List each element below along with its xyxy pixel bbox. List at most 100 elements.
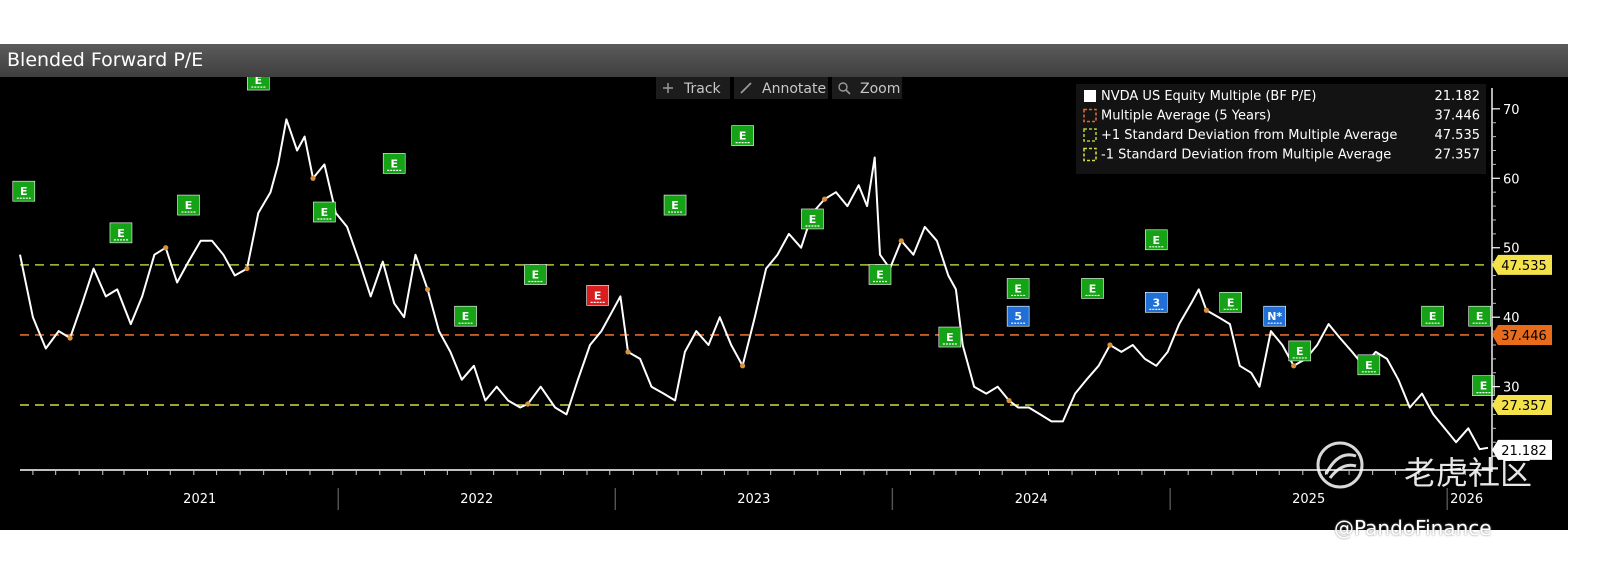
event-marker-box bbox=[1263, 305, 1287, 327]
legend-value: 27.357 bbox=[1435, 148, 1481, 163]
x-year-label: 2026 bbox=[1450, 492, 1483, 507]
x-year-label: 2021 bbox=[183, 492, 216, 507]
event-marker-letter: N* bbox=[1267, 310, 1282, 323]
event-marker-1[interactable]: E bbox=[12, 180, 36, 202]
annotate-button[interactable]: Annotate bbox=[734, 77, 828, 99]
event-marker-25[interactable]: E bbox=[1468, 305, 1491, 327]
event-marker-box bbox=[1357, 354, 1381, 376]
y-tick-label: 40 bbox=[1503, 311, 1520, 326]
event-marker-box bbox=[868, 264, 892, 285]
legend-label: NVDA US Equity Multiple (BF P/E) bbox=[1101, 89, 1316, 104]
legend-label: +1 Standard Deviation from Multiple Aver… bbox=[1101, 128, 1397, 143]
event-marker-26[interactable]: E bbox=[1472, 375, 1495, 396]
legend-label: Multiple Average (5 Years) bbox=[1101, 109, 1271, 124]
event-marker-box bbox=[731, 125, 754, 146]
y-tick-label: 30 bbox=[1503, 381, 1520, 396]
tag-minus-sd-bg bbox=[1492, 395, 1552, 416]
event-marker-box bbox=[801, 208, 824, 230]
tag-minus-sd: 27.357 bbox=[1492, 395, 1552, 416]
legend-swatch bbox=[1083, 108, 1097, 123]
event-marker-17[interactable]: E bbox=[1081, 278, 1104, 299]
magnifier-lens bbox=[838, 82, 848, 92]
event-marker-23[interactable]: E bbox=[1357, 354, 1381, 376]
magnifier-icon bbox=[838, 82, 851, 95]
series-point-7 bbox=[625, 349, 631, 355]
event-marker-8[interactable]: E bbox=[524, 264, 547, 285]
event-marker-16[interactable]: 5 bbox=[1006, 305, 1030, 327]
pencil-icon bbox=[740, 82, 752, 94]
event-marker-5[interactable]: E bbox=[313, 201, 336, 223]
event-marker-22[interactable]: E bbox=[1288, 340, 1312, 362]
event-marker-box bbox=[1144, 229, 1168, 251]
event-marker-letter: E bbox=[671, 199, 679, 212]
tag-plus-sd: 47.535 bbox=[1492, 254, 1552, 275]
event-marker-letter: 5 bbox=[1014, 310, 1022, 323]
event-marker-letter: E bbox=[390, 157, 398, 170]
event-marker-24[interactable]: E bbox=[1421, 305, 1444, 327]
event-marker-13[interactable]: E bbox=[868, 264, 892, 285]
watermark-credit: @PandoFinance bbox=[1334, 516, 1492, 540]
event-marker-letter: E bbox=[876, 269, 884, 282]
pencil-stroke bbox=[740, 82, 752, 94]
event-marker-19[interactable]: 3 bbox=[1144, 292, 1168, 313]
tag-last-value: 21.182 bbox=[1492, 439, 1552, 460]
event-marker-box bbox=[1472, 375, 1495, 396]
event-marker-letter: E bbox=[1429, 310, 1437, 323]
event-marker-box bbox=[1288, 340, 1312, 362]
event-marker-box bbox=[524, 264, 547, 285]
event-marker-2[interactable]: E bbox=[109, 222, 133, 244]
event-marker-box bbox=[1144, 292, 1168, 313]
event-marker-letter: E bbox=[1296, 345, 1304, 358]
event-marker-letter: E bbox=[1227, 296, 1235, 309]
event-marker-box bbox=[177, 194, 200, 216]
event-marker-box bbox=[663, 194, 687, 216]
event-marker-18[interactable]: E bbox=[1144, 229, 1168, 251]
x-year-label: 2025 bbox=[1292, 492, 1325, 507]
event-marker-3[interactable]: E bbox=[177, 194, 200, 216]
y-tick-label: 60 bbox=[1503, 172, 1520, 187]
event-marker-letter: E bbox=[20, 185, 28, 198]
event-marker-12[interactable]: E bbox=[801, 208, 824, 230]
event-marker-15[interactable]: E bbox=[1006, 278, 1030, 299]
event-marker-6[interactable]: E bbox=[382, 153, 406, 174]
event-marker-9[interactable]: E bbox=[586, 285, 609, 306]
annotate-button-label: Annotate bbox=[762, 81, 826, 97]
event-marker-21[interactable]: N* bbox=[1263, 305, 1287, 327]
legend-value: 21.182 bbox=[1435, 89, 1481, 104]
event-marker-box bbox=[1006, 278, 1030, 299]
chart-toolbar: Track Annotate Zoom bbox=[656, 77, 902, 99]
event-marker-box bbox=[12, 180, 36, 202]
legend-item-2: Multiple Average (5 Years) 37.446 bbox=[1083, 108, 1481, 124]
event-marker-letter: E bbox=[594, 289, 602, 302]
zoom-button[interactable]: Zoom bbox=[832, 77, 902, 99]
x-year-label: 2022 bbox=[460, 492, 493, 507]
event-marker-letter: E bbox=[1480, 380, 1488, 393]
logo-stripe-1 bbox=[1324, 453, 1357, 475]
magnifier-handle bbox=[845, 89, 851, 95]
track-button[interactable]: Track bbox=[656, 77, 730, 99]
event-marker-10[interactable]: E bbox=[663, 194, 687, 216]
legend-value: 37.446 bbox=[1435, 109, 1481, 124]
x-axis: 2021 2022 2023 2024 2025 2026 bbox=[20, 469, 1492, 510]
chart-panel: Track Annotate Zoom E E E E E E E E E E E E E E E 5 E E 3 E N* E… bbox=[0, 44, 1568, 530]
tag-average-bg bbox=[1492, 324, 1552, 345]
series-point-10 bbox=[898, 238, 904, 244]
event-marker-20[interactable]: E bbox=[1219, 292, 1242, 313]
event-marker-11[interactable]: E bbox=[731, 125, 754, 146]
watermark-text: 老虎社区 bbox=[1404, 454, 1533, 492]
event-marker-box bbox=[382, 153, 406, 174]
annotate-button-bg bbox=[734, 77, 828, 99]
series-point-5 bbox=[425, 286, 431, 293]
chart-title: Blended Forward P/E bbox=[7, 49, 204, 71]
event-marker-7[interactable]: E bbox=[454, 305, 477, 327]
event-marker-letter: 3 bbox=[1152, 296, 1160, 309]
title-bar: Blended Forward P/E bbox=[0, 44, 1568, 77]
event-marker-letter: E bbox=[946, 331, 954, 344]
event-marker-14[interactable]: E bbox=[938, 326, 962, 348]
event-marker-letter: E bbox=[1014, 282, 1022, 295]
tag-minus-sd-text: 27.357 bbox=[1501, 399, 1547, 414]
event-marker-letter: E bbox=[117, 227, 125, 240]
series-point-13 bbox=[1203, 307, 1209, 313]
series-point-14 bbox=[1291, 363, 1297, 369]
event-marker-box bbox=[938, 326, 962, 348]
